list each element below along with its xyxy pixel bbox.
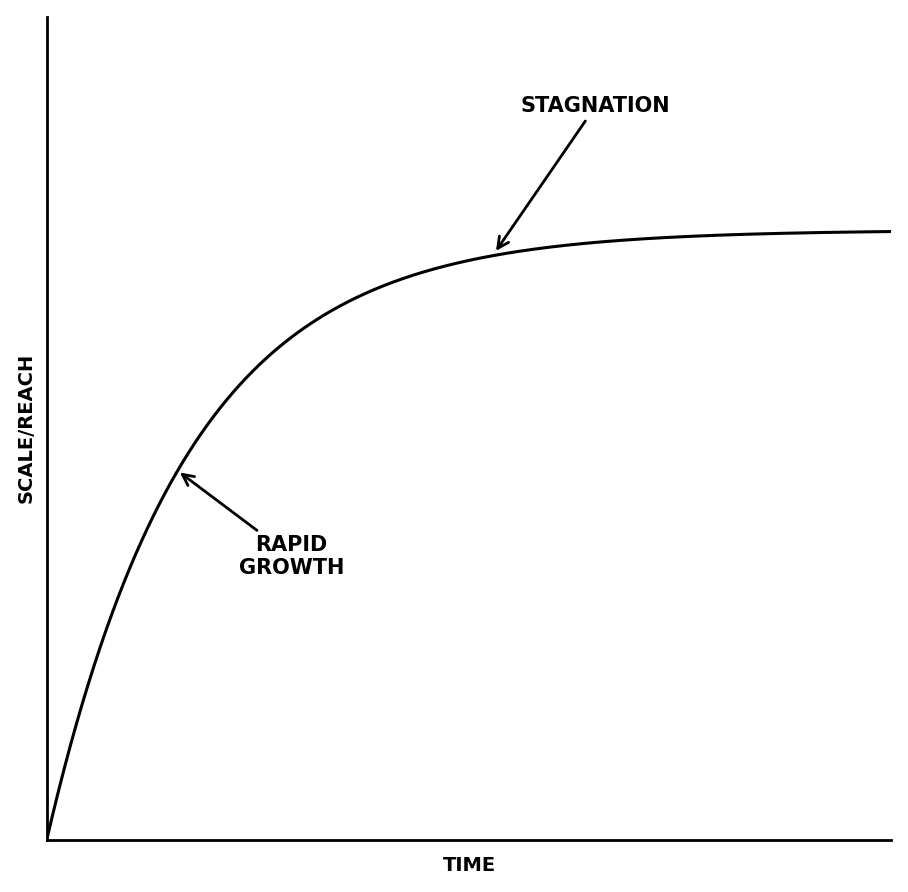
Text: STAGNATION: STAGNATION <box>498 96 670 248</box>
Text: RAPID
GROWTH: RAPID GROWTH <box>183 475 344 578</box>
Y-axis label: SCALE/REACH: SCALE/REACH <box>16 353 35 503</box>
X-axis label: TIME: TIME <box>442 856 496 875</box>
